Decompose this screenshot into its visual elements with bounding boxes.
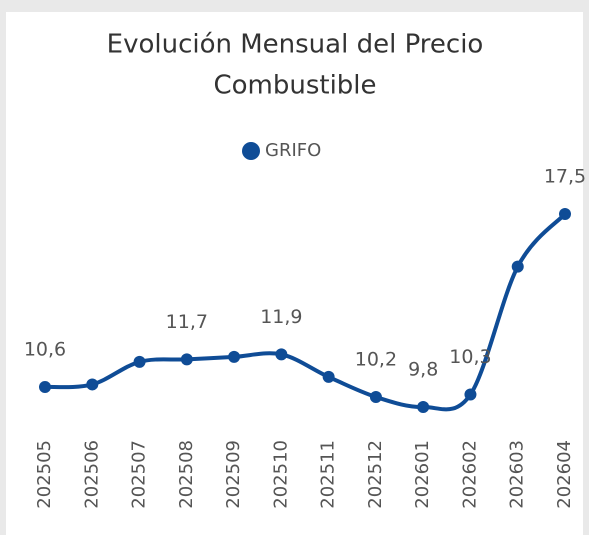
x-tick-label: 202510 bbox=[270, 440, 291, 509]
data-label: 11,7 bbox=[166, 311, 208, 333]
data-point bbox=[559, 208, 571, 220]
chart-title-line1: Evolución Mensual del Precio bbox=[107, 30, 484, 60]
data-point bbox=[133, 355, 146, 368]
data-label: 10,2 bbox=[355, 348, 397, 370]
x-tick-label: 202506 bbox=[81, 440, 102, 509]
data-label: 11,9 bbox=[260, 306, 302, 328]
x-tick-label: 202603 bbox=[507, 440, 528, 509]
data-point bbox=[39, 380, 51, 393]
data-point bbox=[275, 348, 288, 361]
data-point bbox=[86, 378, 99, 391]
legend-marker bbox=[242, 142, 260, 160]
data-point bbox=[417, 401, 430, 413]
data-point bbox=[228, 350, 241, 363]
data-point bbox=[322, 370, 335, 383]
data-label: 10,3 bbox=[449, 346, 491, 368]
legend-label: GRIFO bbox=[265, 140, 321, 161]
data-point bbox=[180, 353, 193, 366]
x-tick-label: 202507 bbox=[129, 440, 150, 509]
data-label: 17,5 bbox=[544, 166, 586, 188]
x-tick-label: 202508 bbox=[176, 440, 197, 509]
series-line bbox=[44, 212, 567, 412]
x-tick-label: 202505 bbox=[34, 440, 55, 509]
card bbox=[6, 12, 583, 535]
x-tick-label: 202602 bbox=[459, 440, 480, 509]
x-tick-label: 202604 bbox=[554, 440, 575, 509]
data-point bbox=[511, 260, 524, 273]
x-tick-label: 202512 bbox=[365, 440, 386, 509]
data-point bbox=[369, 390, 382, 403]
x-tick-label: 202509 bbox=[223, 440, 244, 509]
data-label: 10,6 bbox=[24, 338, 66, 360]
data-label: 9,8 bbox=[408, 359, 438, 381]
x-tick-label: 202511 bbox=[318, 440, 339, 509]
x-tick-label: 202601 bbox=[412, 440, 433, 509]
data-point bbox=[464, 388, 477, 401]
chart-title-line2: Combustible bbox=[213, 71, 376, 101]
